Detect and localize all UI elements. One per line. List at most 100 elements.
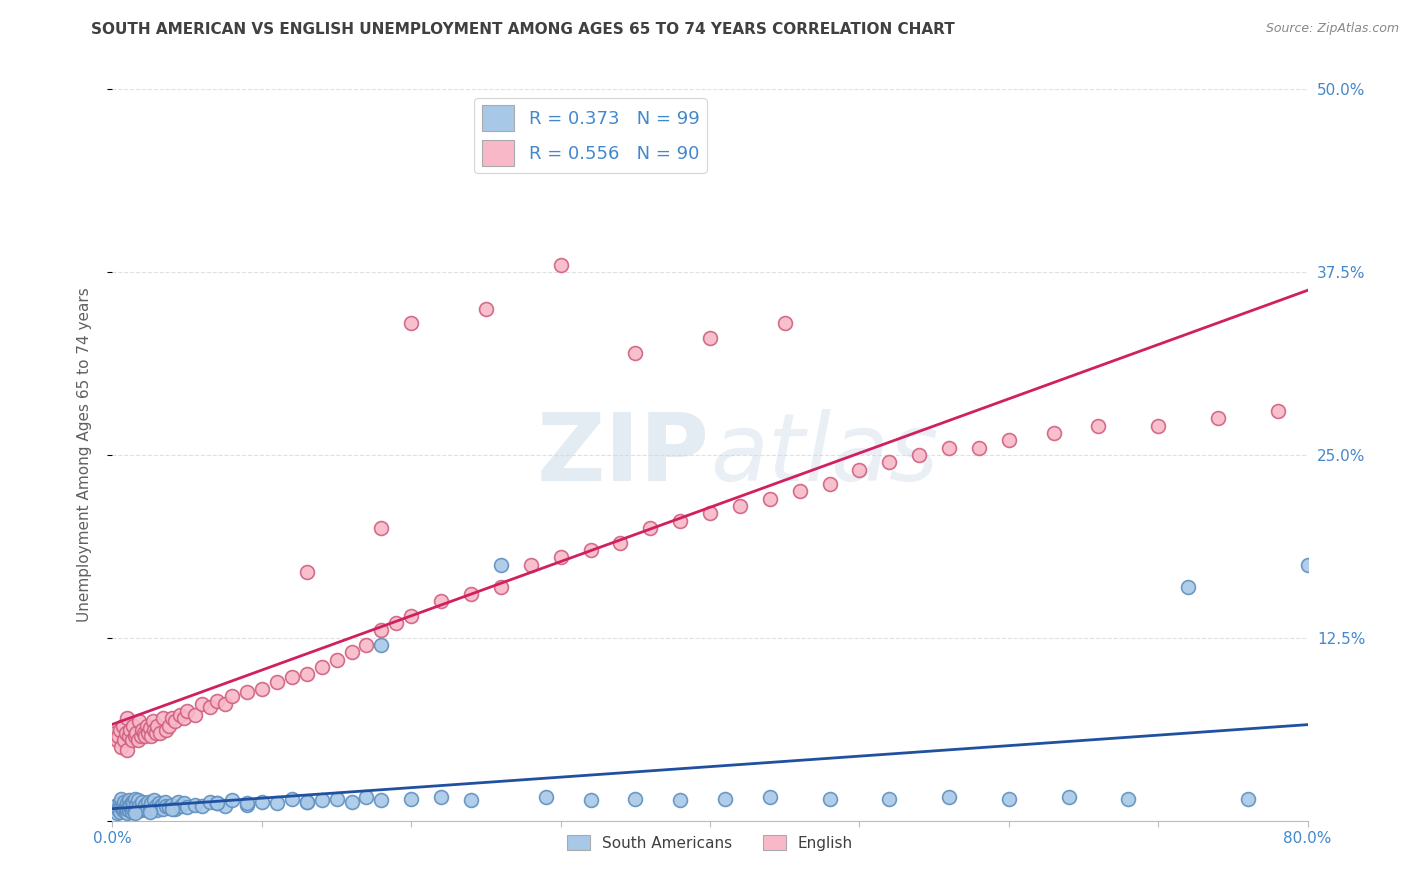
Point [550, 550, 572, 565]
Point [214, 799, 236, 814]
Point [401, 791, 423, 805]
Point [176, 704, 198, 718]
Point [759, 491, 782, 506]
Point [118, 793, 141, 807]
Point [250, 795, 273, 809]
Point [1087, 418, 1109, 433]
Point [169, 708, 191, 723]
Text: Source: ZipAtlas.com: Source: ZipAtlas.com [1265, 22, 1399, 36]
Point [1237, 791, 1260, 805]
Point [191, 799, 214, 814]
Point [134, 729, 156, 743]
Point [356, 638, 378, 652]
Point [266, 796, 288, 810]
Point [114, 733, 135, 747]
Point [162, 797, 183, 812]
Point [311, 660, 333, 674]
Point [699, 507, 721, 521]
Point [908, 448, 931, 462]
Point [250, 681, 273, 696]
Point [127, 793, 149, 807]
Point [111, 804, 134, 818]
Point [131, 800, 153, 814]
Point [121, 805, 143, 819]
Point [759, 790, 782, 805]
Point [110, 800, 132, 814]
Point [714, 791, 737, 805]
Point [669, 793, 692, 807]
Point [205, 796, 228, 810]
Point [114, 802, 135, 816]
Point [124, 806, 146, 821]
Point [111, 718, 134, 732]
Point [295, 795, 318, 809]
Point [149, 726, 172, 740]
Point [489, 558, 512, 572]
Point [401, 316, 423, 330]
Point [150, 797, 173, 812]
Point [139, 722, 162, 736]
Point [183, 797, 205, 812]
Point [295, 667, 318, 681]
Point [170, 799, 193, 814]
Point [609, 535, 631, 549]
Point [624, 791, 647, 805]
Point [624, 345, 647, 359]
Point [236, 796, 259, 810]
Point [340, 645, 363, 659]
Point [385, 616, 408, 631]
Point [105, 733, 128, 747]
Point [266, 674, 288, 689]
Point [132, 802, 155, 816]
Point [143, 793, 166, 807]
Point [120, 797, 142, 812]
Point [143, 723, 166, 737]
Point [173, 711, 195, 725]
Point [131, 795, 153, 809]
Point [489, 580, 512, 594]
Point [108, 805, 131, 819]
Point [550, 258, 572, 272]
Point [1118, 791, 1140, 805]
Point [122, 796, 145, 810]
Point [311, 793, 333, 807]
Point [111, 797, 134, 812]
Point [141, 729, 163, 743]
Point [127, 733, 149, 747]
Point [356, 790, 378, 805]
Point [534, 790, 557, 805]
Point [114, 795, 135, 809]
Point [117, 806, 139, 821]
Point [152, 802, 174, 816]
Point [183, 708, 205, 723]
Point [104, 799, 127, 814]
Point [340, 795, 363, 809]
Point [152, 711, 174, 725]
Point [138, 795, 160, 809]
Point [167, 795, 190, 809]
Point [124, 729, 146, 743]
Point [281, 791, 304, 805]
Point [121, 733, 143, 747]
Point [124, 804, 146, 818]
Point [1267, 404, 1289, 418]
Point [117, 802, 139, 816]
Point [475, 301, 498, 316]
Point [281, 670, 304, 684]
Point [879, 455, 901, 469]
Text: SOUTH AMERICAN VS ENGLISH UNEMPLOYMENT AMONG AGES 65 TO 74 YEARS CORRELATION CHA: SOUTH AMERICAN VS ENGLISH UNEMPLOYMENT A… [91, 22, 955, 37]
Point [110, 791, 132, 805]
Point [325, 791, 347, 805]
Point [401, 608, 423, 623]
Point [128, 799, 150, 814]
Point [773, 316, 796, 330]
Point [295, 565, 318, 579]
Point [107, 729, 129, 743]
Point [325, 653, 347, 667]
Point [938, 441, 960, 455]
Point [205, 694, 228, 708]
Point [122, 802, 145, 816]
Point [117, 743, 139, 757]
Point [998, 791, 1021, 805]
Point [153, 795, 176, 809]
